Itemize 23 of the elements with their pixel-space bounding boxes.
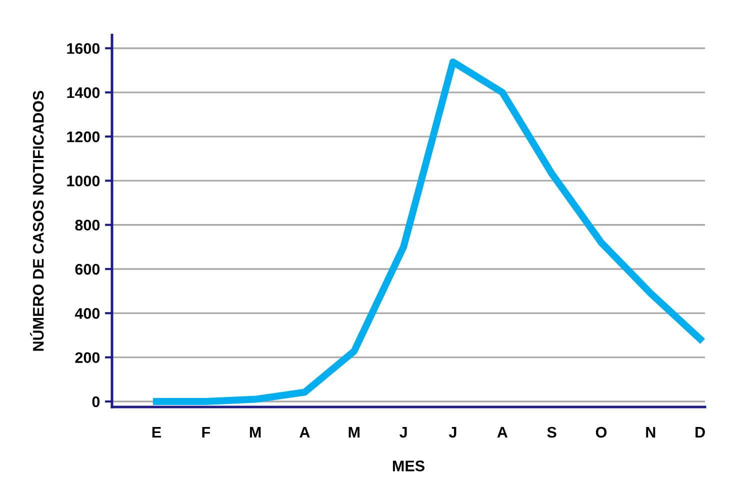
y-tick-label: 400 [74, 308, 100, 319]
x-tick-label: D [696, 427, 705, 438]
x-tick-label: A [497, 427, 508, 438]
y-axis-title: NÚMERO DE CASOS NOTIFICADOS [30, 90, 44, 351]
x-tick-label: S [547, 426, 556, 438]
x-tick-label: F [202, 427, 210, 438]
x-tick-label: N [646, 427, 656, 438]
y-tick-label: 800 [75, 220, 100, 231]
x-tick-label: J [400, 427, 407, 438]
x-tick-label: A [300, 427, 310, 438]
x-axis-title: MES [392, 460, 424, 472]
y-tick-label: 1000 [67, 176, 100, 186]
x-tick-label: J [448, 427, 456, 438]
x-tick-label: M [250, 427, 261, 438]
y-tick-label: 600 [75, 264, 100, 275]
y-tick-label: 0 [92, 396, 100, 408]
y-tick-label: 200 [75, 352, 100, 364]
x-tick-label: O [596, 426, 607, 438]
x-tick-label: M [348, 427, 360, 438]
y-tick-label: 1600 [67, 43, 100, 54]
y-tick-label: 1200 [67, 131, 100, 142]
y-tick-label: 1400 [67, 87, 100, 98]
x-tick-label: E [152, 427, 161, 438]
